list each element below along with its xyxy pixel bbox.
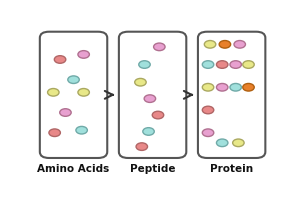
Circle shape xyxy=(243,61,254,68)
Text: Amino Acids: Amino Acids xyxy=(38,164,110,174)
Circle shape xyxy=(234,41,245,48)
Circle shape xyxy=(202,83,214,91)
Circle shape xyxy=(139,61,150,68)
FancyBboxPatch shape xyxy=(198,32,266,158)
Circle shape xyxy=(144,95,156,102)
Circle shape xyxy=(217,61,228,68)
Circle shape xyxy=(143,128,154,135)
Circle shape xyxy=(230,61,242,68)
Circle shape xyxy=(230,83,242,91)
Text: Peptide: Peptide xyxy=(130,164,175,174)
Circle shape xyxy=(135,78,146,86)
Circle shape xyxy=(154,43,165,51)
Circle shape xyxy=(232,139,244,147)
Circle shape xyxy=(202,61,214,68)
Circle shape xyxy=(219,41,231,48)
FancyBboxPatch shape xyxy=(119,32,186,158)
Circle shape xyxy=(204,41,216,48)
Circle shape xyxy=(49,129,60,137)
Circle shape xyxy=(78,89,89,96)
Circle shape xyxy=(243,83,254,91)
Circle shape xyxy=(48,89,59,96)
Circle shape xyxy=(54,56,66,63)
Circle shape xyxy=(217,83,228,91)
Text: Protein: Protein xyxy=(210,164,253,174)
Circle shape xyxy=(60,109,71,116)
Circle shape xyxy=(78,51,89,58)
Circle shape xyxy=(76,126,87,134)
Circle shape xyxy=(136,143,148,150)
FancyBboxPatch shape xyxy=(40,32,107,158)
Circle shape xyxy=(217,139,228,147)
Circle shape xyxy=(68,76,79,83)
Circle shape xyxy=(202,106,214,114)
Circle shape xyxy=(152,111,164,119)
Circle shape xyxy=(202,129,214,137)
